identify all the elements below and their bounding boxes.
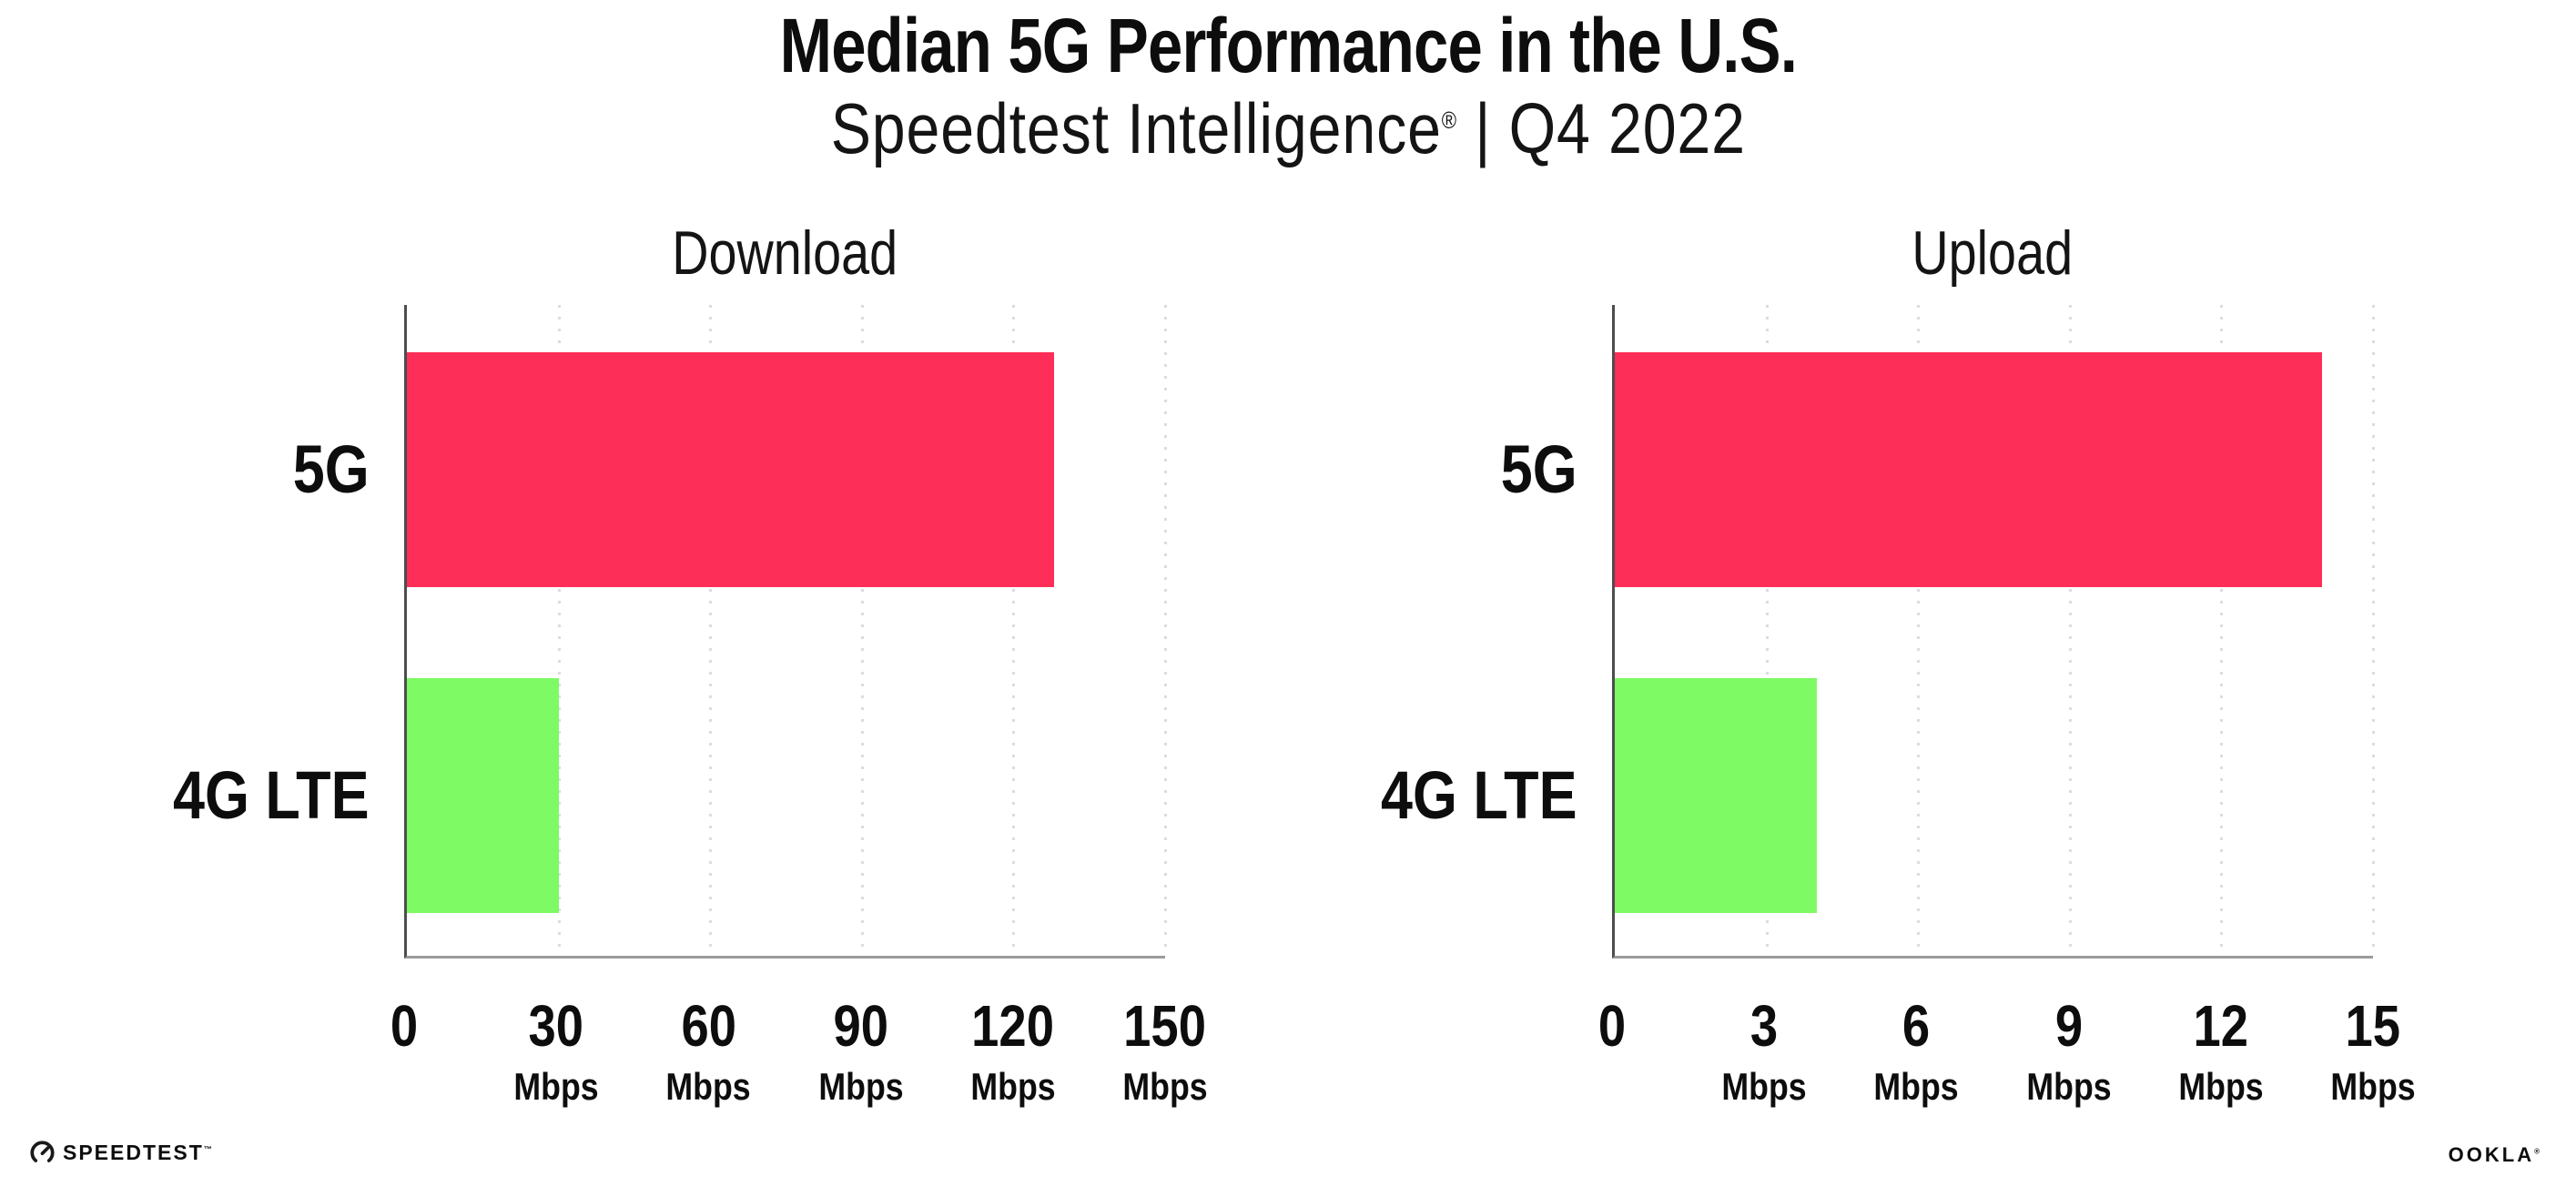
ookla-logo: OOKLA® bbox=[2449, 1145, 2542, 1165]
category-label: 5G bbox=[293, 431, 370, 507]
bar-4g-lte bbox=[1615, 678, 1818, 913]
registered-mark: ® bbox=[2534, 1147, 2542, 1156]
x-tick-unit: Mbps bbox=[2330, 1065, 2416, 1108]
x-tick: 120 Mbps bbox=[963, 997, 1063, 1106]
x-tick: 9 Mbps bbox=[2019, 997, 2119, 1106]
category-label: 4G LTE bbox=[173, 757, 370, 833]
speedtest-wordmark: SPEEDTEST™ bbox=[63, 1142, 214, 1163]
bar-5g bbox=[407, 352, 1054, 587]
x-tick-value: 12 bbox=[2193, 993, 2249, 1059]
category-label: 4G LTE bbox=[1381, 757, 1577, 833]
x-tick-unit: Mbps bbox=[2025, 1065, 2112, 1108]
speedtest-label: SPEEDTEST bbox=[63, 1141, 204, 1164]
chart-title: Download bbox=[404, 222, 1165, 284]
gridline bbox=[1164, 305, 1167, 956]
bar-5g bbox=[1615, 352, 2323, 587]
registered-mark: ® bbox=[1441, 107, 1457, 134]
header: Median 5G Performance in the U.S. Speedt… bbox=[0, 0, 2576, 164]
x-tick-value: 120 bbox=[971, 993, 1055, 1059]
gridline bbox=[2372, 305, 2375, 956]
plot-area bbox=[404, 305, 1167, 959]
chart-title-text: Download bbox=[671, 218, 898, 288]
upload-chart: Upload 0 3 Mbps 6 Mbps 9 Mbps 12 Mbps 15 Mbps 5G 4G… bbox=[1381, 0, 2416, 1197]
gridline bbox=[860, 305, 864, 956]
x-tick: 60 Mbps bbox=[659, 997, 759, 1106]
x-tick-value: 15 bbox=[2345, 993, 2401, 1059]
x-tick-value: 3 bbox=[1750, 993, 1779, 1059]
x-tick-unit: Mbps bbox=[970, 1065, 1056, 1108]
x-tick: 90 Mbps bbox=[811, 997, 911, 1106]
trademark-mark: ™ bbox=[203, 1144, 214, 1154]
x-tick-unit: Mbps bbox=[1122, 1065, 1208, 1108]
chart-title-text: Upload bbox=[1912, 218, 2074, 288]
x-tick-unit: Mbps bbox=[817, 1065, 904, 1108]
x-tick-value: 0 bbox=[390, 993, 419, 1059]
x-tick-value: 6 bbox=[1902, 993, 1931, 1059]
x-tick-unit: Mbps bbox=[2178, 1065, 2264, 1108]
ookla-wordmark: OOKLA® bbox=[2449, 1145, 2542, 1165]
x-tick-value: 60 bbox=[681, 993, 736, 1059]
chart-title: Upload bbox=[1612, 222, 2373, 284]
gridline bbox=[557, 305, 561, 956]
gridline bbox=[709, 305, 713, 956]
x-tick: 0 bbox=[1596, 997, 1628, 1055]
x-tick-value: 150 bbox=[1123, 993, 1207, 1059]
x-tick: 6 Mbps bbox=[1867, 997, 1967, 1106]
page-subtitle-text: Speedtest Intelligence® | Q4 2022 bbox=[830, 93, 1745, 164]
x-tick-value: 90 bbox=[833, 993, 888, 1059]
x-axis-labels: 0 3 Mbps 6 Mbps 9 Mbps 12 Mbps 15 Mbps bbox=[1598, 997, 2416, 1142]
speedtest-logo: SPEEDTEST™ bbox=[30, 1141, 214, 1165]
gridline bbox=[1917, 305, 1921, 956]
x-tick-unit: Mbps bbox=[665, 1065, 751, 1108]
gridline bbox=[2068, 305, 2072, 956]
x-tick: 3 Mbps bbox=[1714, 997, 1814, 1106]
category-label: 5G bbox=[1501, 431, 1577, 507]
subtitle-quarter: | Q4 2022 bbox=[1456, 88, 1746, 168]
page-title-text: Median 5G Performance in the U.S. bbox=[779, 3, 1797, 88]
x-axis-labels: 0 30 Mbps 60 Mbps 90 Mbps 120 Mbps 150 Mbps bbox=[390, 997, 1208, 1142]
x-tick-unit: Mbps bbox=[513, 1065, 599, 1108]
x-tick-unit: Mbps bbox=[1873, 1065, 1959, 1108]
subtitle-brand: Speedtest Intelligence bbox=[830, 88, 1442, 168]
x-tick: 15 Mbps bbox=[2323, 997, 2423, 1106]
gridline bbox=[2220, 305, 2224, 956]
gridline bbox=[1765, 305, 1769, 956]
ookla-label: OOKLA bbox=[2448, 1143, 2535, 1166]
x-tick-unit: Mbps bbox=[1721, 1065, 1807, 1108]
x-tick: 0 bbox=[388, 997, 421, 1055]
plot-area bbox=[1612, 305, 2375, 959]
bar-4g-lte bbox=[407, 678, 559, 913]
speedtest-gauge-icon bbox=[30, 1141, 55, 1162]
x-tick: 12 Mbps bbox=[2171, 997, 2271, 1106]
gridline bbox=[1012, 305, 1016, 956]
x-tick-value: 9 bbox=[2054, 993, 2083, 1059]
x-tick-value: 30 bbox=[528, 993, 584, 1059]
page-subtitle: Speedtest Intelligence® | Q4 2022 bbox=[0, 84, 2576, 164]
x-tick: 30 Mbps bbox=[506, 997, 606, 1106]
x-tick: 150 Mbps bbox=[1115, 997, 1215, 1106]
download-chart: Download 0 30 Mbps 60 Mbps 90 Mbps 120 Mbps 150 Mb… bbox=[173, 0, 1208, 1197]
x-tick-value: 0 bbox=[1597, 993, 1627, 1059]
page-title: Median 5G Performance in the U.S. bbox=[0, 0, 2576, 84]
